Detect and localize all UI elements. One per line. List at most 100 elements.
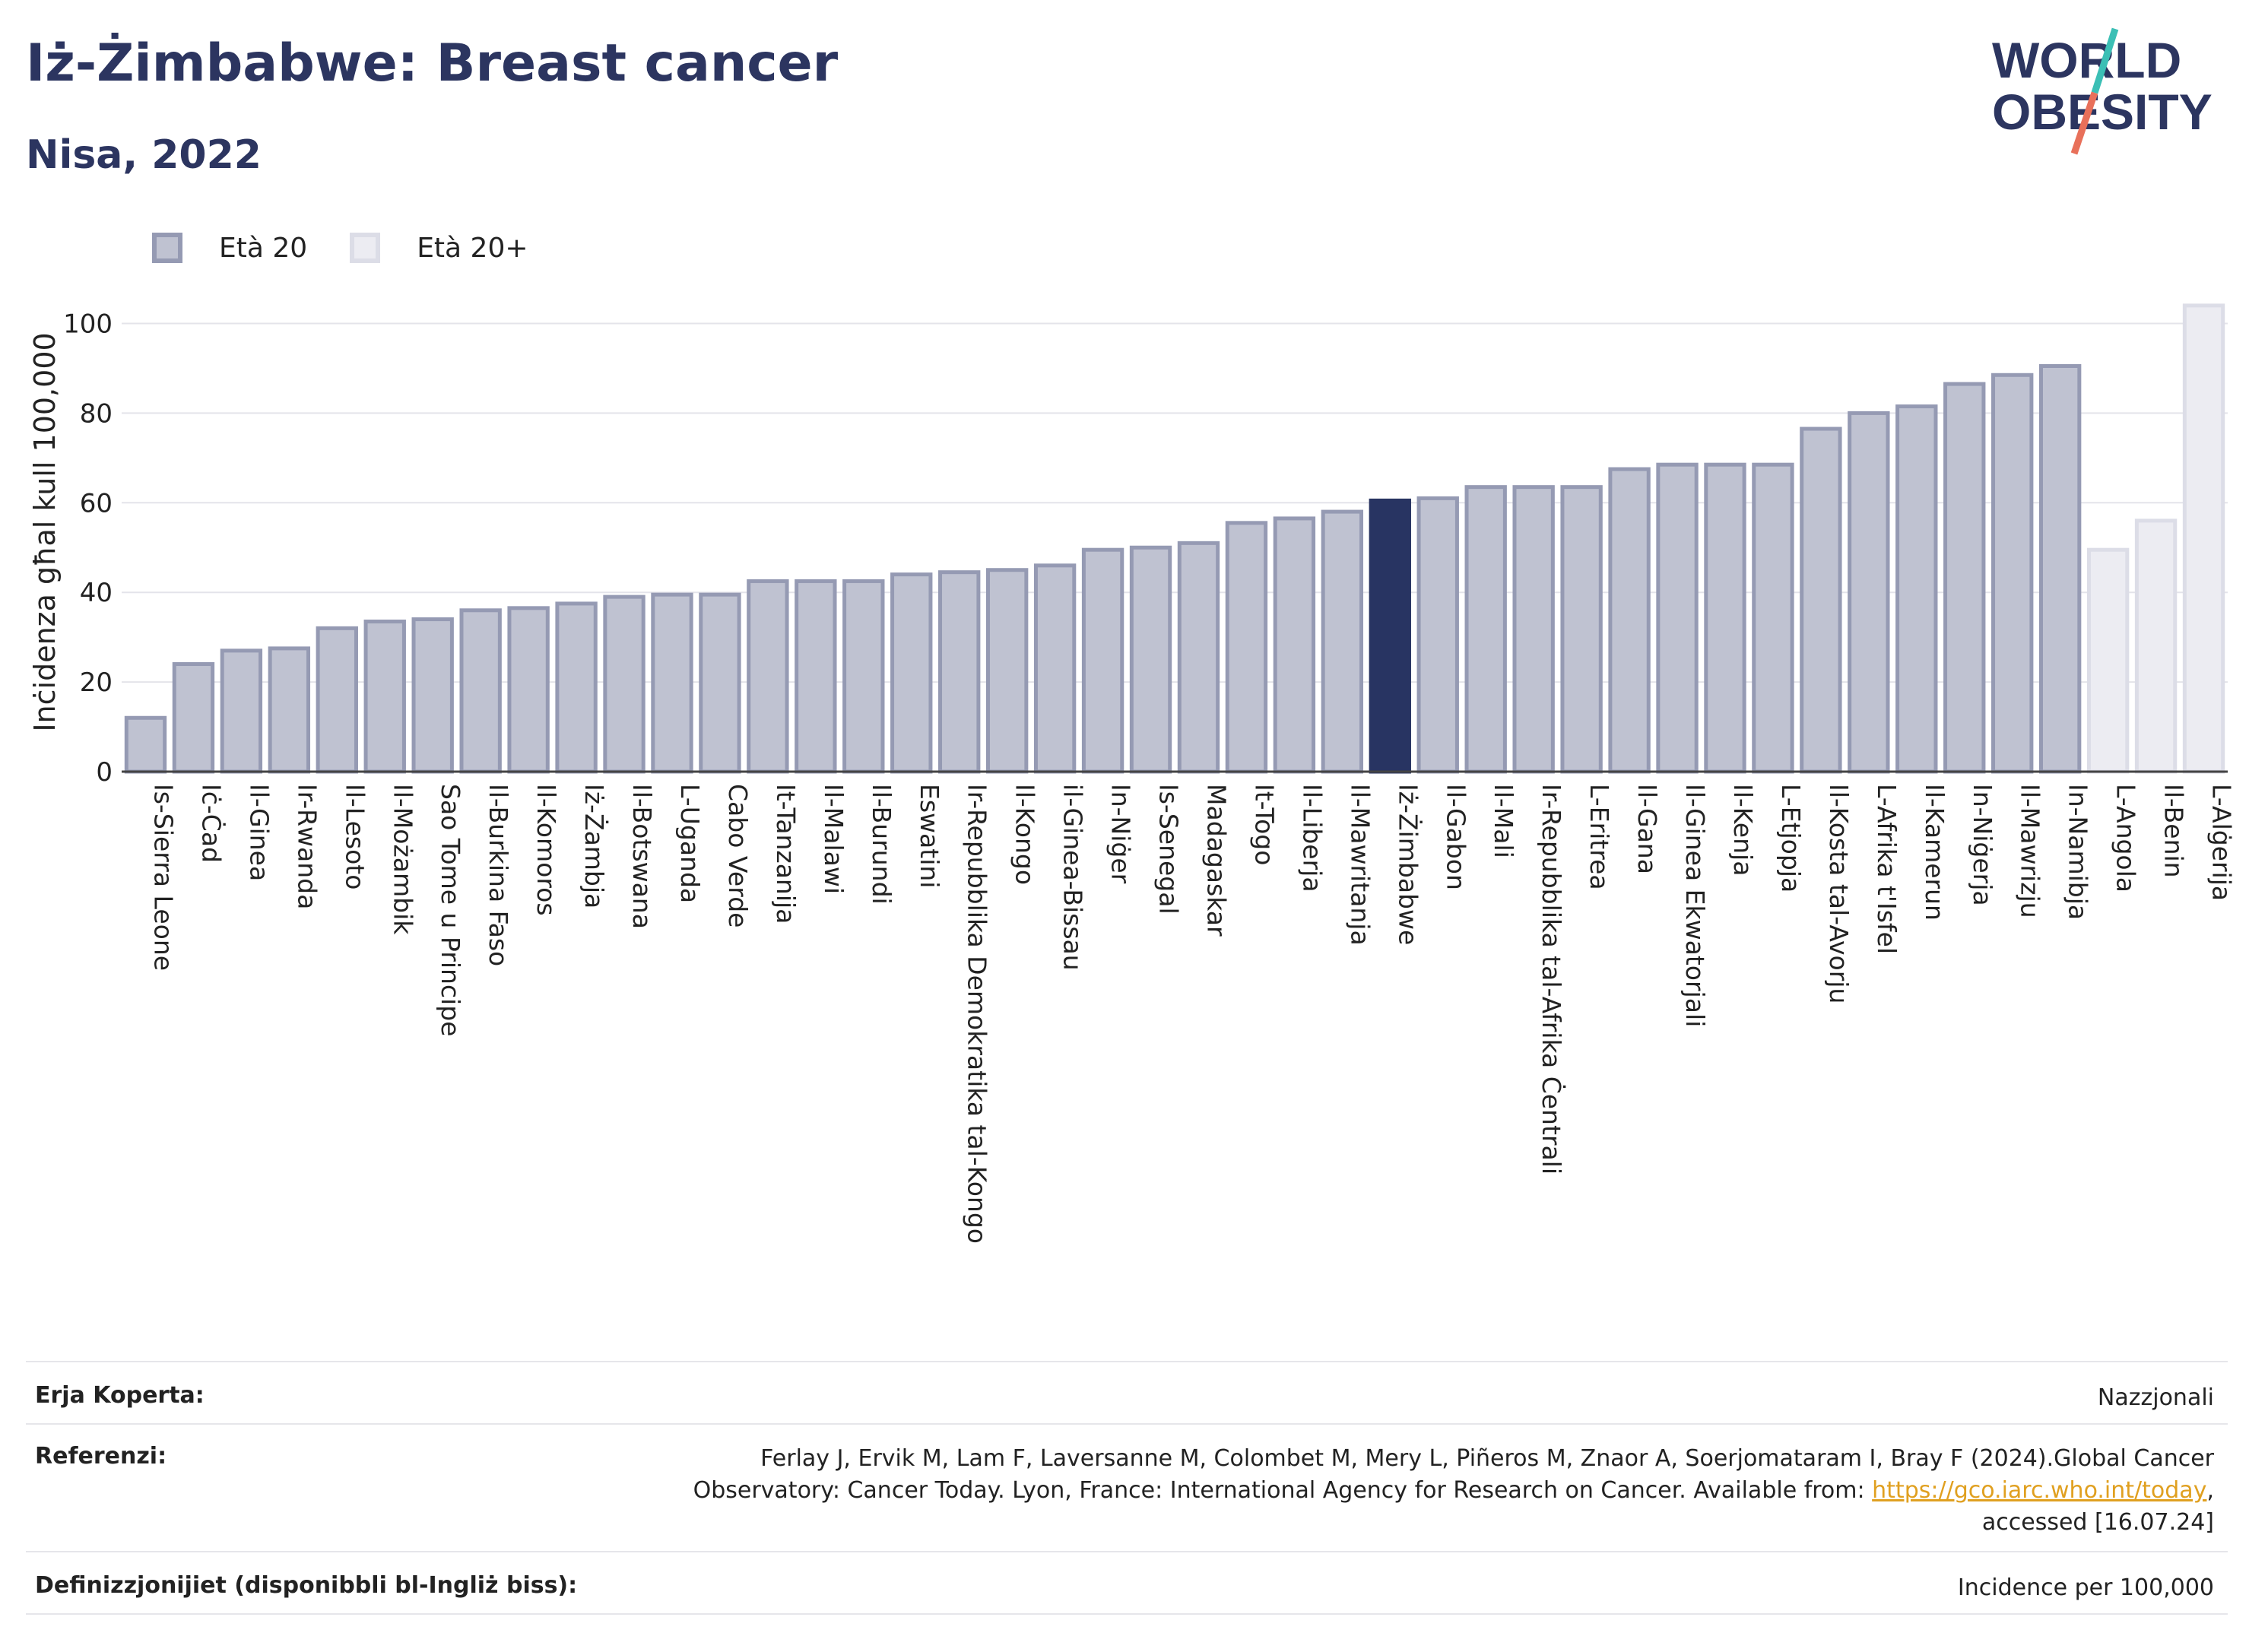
bar[interactable]	[985, 568, 1029, 774]
y-tick-label: 60	[80, 488, 113, 518]
y-tick-labels: 0 20 40 60 80 100	[63, 309, 113, 788]
bar[interactable]	[1321, 509, 1364, 774]
legend: Età 20 Età 20+	[152, 225, 571, 271]
bar-highlight[interactable]	[1369, 498, 1411, 774]
x-tick-label: Il-Burkina Faso	[484, 784, 513, 966]
x-tick-label: L-Uganda	[675, 784, 705, 903]
references-link[interactable]: https://gco.iarc.who.int/today	[1872, 1477, 2207, 1504]
bar[interactable]	[1752, 462, 1794, 774]
x-tick-label: Il-Kosta tal-Avorju	[1824, 784, 1854, 1004]
x-tick-label: Madagaskar	[1201, 784, 1231, 937]
bar[interactable]	[938, 570, 981, 774]
bar[interactable]	[1800, 426, 1842, 774]
bar[interactable]	[2086, 547, 2130, 774]
y-tick-label: 40	[80, 578, 113, 608]
bar[interactable]	[1081, 547, 1124, 774]
legend-swatch-age20	[152, 233, 182, 263]
bar[interactable]	[459, 608, 502, 774]
bar[interactable]	[890, 572, 933, 774]
references-line2-end: ,	[2206, 1477, 2214, 1504]
x-tick-label: L-Alġerija	[2207, 784, 2237, 901]
y-tick-label: 0	[96, 757, 113, 788]
bar[interactable]	[2134, 518, 2178, 774]
x-tick-label: Iċ-Ċad	[196, 784, 227, 863]
divider	[26, 1551, 2228, 1552]
bar[interactable]	[1991, 373, 2034, 774]
divider	[26, 1613, 2228, 1615]
x-tick-label: Il-Liberja	[1297, 784, 1327, 893]
divider	[26, 1361, 2228, 1362]
y-tick-label: 100	[63, 309, 113, 339]
x-tick-label: Il-Ginea Ekwatorjali	[1680, 784, 1710, 1027]
x-tick-label: Il-Gana	[1632, 784, 1662, 874]
bar[interactable]	[268, 646, 311, 774]
bar[interactable]	[1704, 462, 1746, 774]
bar[interactable]	[1895, 404, 1938, 774]
chart-subtitle: Nisa, 2022	[26, 132, 262, 178]
x-tick-label: Il-Burundi	[867, 784, 896, 905]
x-tick-label: il-Ginea-Bissau	[1058, 784, 1088, 971]
bar[interactable]	[1416, 496, 1459, 774]
x-tick-label: Is-Senegal	[1154, 784, 1184, 915]
bar[interactable]	[555, 601, 598, 774]
bar[interactable]	[842, 579, 885, 774]
x-tick-label: Il-Kenja	[1728, 784, 1758, 876]
bar[interactable]	[172, 662, 215, 774]
y-tick-label: 20	[80, 667, 113, 698]
bar[interactable]	[603, 595, 646, 774]
bar[interactable]	[1608, 467, 1651, 774]
x-tick-label: It-Tanzanija	[771, 784, 801, 924]
bar[interactable]	[651, 592, 693, 774]
legend-item-age20plus[interactable]: Età 20+	[350, 233, 528, 264]
x-tick-label: Cabo Verde	[723, 784, 753, 927]
bar[interactable]	[1129, 545, 1172, 774]
x-tick-label: Iż-Żimbabwe	[1393, 784, 1423, 945]
bar[interactable]	[1177, 541, 1220, 774]
bar[interactable]	[1656, 462, 1699, 774]
logo-line2: OBESITY	[1992, 84, 2213, 140]
bar[interactable]	[1273, 516, 1316, 774]
bars	[124, 303, 2225, 774]
x-tick-label: Iż-Żambja	[579, 784, 609, 908]
x-tick-label: L-Eritrea	[1584, 784, 1614, 890]
bar[interactable]	[1464, 485, 1507, 774]
bar[interactable]	[1848, 411, 1890, 774]
bar[interactable]	[2182, 303, 2225, 774]
x-tick-label: Il-Malawi	[819, 784, 849, 894]
x-tick-label: Il-Botswana	[627, 784, 657, 929]
bar[interactable]	[1225, 521, 1268, 774]
bar[interactable]	[507, 606, 550, 774]
bar[interactable]	[2038, 363, 2082, 774]
bar[interactable]	[795, 579, 837, 774]
bar[interactable]	[1512, 485, 1555, 774]
bar[interactable]	[411, 617, 454, 774]
bar[interactable]	[1943, 382, 1986, 774]
references-line3: accessed [16.07.24]	[1981, 1509, 2214, 1536]
x-tick-labels: Is-Sierra Leone Iċ-Ċad Il-Ginea Ir-Rwanda Il…	[148, 784, 2236, 1244]
bar[interactable]	[220, 648, 263, 774]
x-tick-label: Il-Komoros	[531, 784, 561, 916]
legend-label-age20: Età 20	[219, 232, 308, 264]
x-tick-label: In-Niġerja	[1968, 784, 1997, 906]
bar[interactable]	[1560, 485, 1603, 774]
legend-item-age20[interactable]: Età 20	[152, 233, 307, 264]
bar[interactable]	[1033, 563, 1077, 774]
bar[interactable]	[124, 715, 167, 774]
bar[interactable]	[363, 620, 406, 774]
x-tick-label: Il-Kongo	[1010, 784, 1040, 885]
references-line2-text: Observatory: Cancer Today. Lyon, France:…	[693, 1477, 1873, 1504]
chart-title: Iż-Żimbabwe: Breast cancer	[26, 33, 839, 94]
references-line2: Observatory: Cancer Today. Lyon, France:…	[693, 1475, 2214, 1507]
coverage-label: Erja Koperta:	[35, 1382, 205, 1409]
x-tick-label: In-Niġer	[1106, 784, 1136, 884]
x-tick-label: Il-Mawritanja	[1345, 784, 1375, 946]
bar[interactable]	[747, 579, 789, 774]
x-tick-label: Il-Ginea	[244, 784, 274, 881]
bar[interactable]	[699, 592, 741, 774]
x-tick-label: Ir-Rwanda	[292, 784, 322, 909]
bar[interactable]	[316, 626, 358, 774]
logo-slash-coral	[2070, 91, 2098, 155]
coverage-value: Nazzjonali	[2097, 1384, 2214, 1411]
x-tick-label: Is-Sierra Leone	[148, 784, 178, 971]
x-tick-label: Il-Mali	[1489, 784, 1518, 858]
